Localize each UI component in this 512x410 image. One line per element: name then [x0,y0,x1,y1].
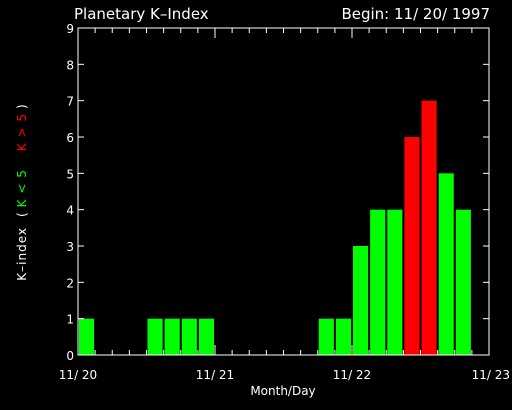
bar [455,209,471,355]
y-axis-label-open: ( [15,211,29,217]
x-axis-ticks: 11/ 20 11/ 21 11/ 22 11/ 23 [59,28,510,382]
bar [353,246,369,355]
x-tick-label: 11/ 22 [333,368,371,382]
x-tick-label: 11/ 23 [472,368,510,382]
chart-subtitle: Begin: 11/ 20/ 1997 [341,5,490,23]
y-axis-ticks: 0 1 2 3 4 5 6 7 8 9 [66,22,489,363]
y-axis-label-close: ) [15,103,29,109]
x-axis-label: Month/Day [250,384,315,398]
bar [404,137,420,355]
bar [318,318,334,355]
bar [147,318,163,355]
x-tick-label: 11/ 21 [196,368,234,382]
y-tick-label: 3 [66,240,74,254]
x-tick-label: 11/ 20 [59,368,97,382]
y-tick-label: 1 [66,313,74,327]
bar [335,318,352,355]
bar [370,209,386,355]
y-tick-label: 4 [66,204,74,218]
bar-group [79,100,471,355]
bar [387,209,403,355]
y-tick-label: 8 [66,58,74,72]
bar [79,318,95,355]
bar [438,173,454,355]
y-tick-label: 2 [66,276,74,290]
y-tick-label: 5 [66,167,74,181]
bar [164,318,180,355]
y-tick-label: 9 [66,22,74,36]
y-axis-label-red: K > 5 [15,113,29,151]
bar [198,318,215,355]
y-axis-label: K–index ( K < 5 K > 5) [15,103,29,280]
bar [181,318,197,355]
chart-title: Planetary K–Index [74,5,209,23]
y-tick-label: 6 [66,131,74,145]
y-tick-label: 7 [66,95,74,109]
bar [421,100,437,355]
y-axis-label-prefix: K–index [15,227,29,281]
y-axis-label-green: K < 5 [15,169,29,207]
y-tick-label: 0 [66,349,74,363]
